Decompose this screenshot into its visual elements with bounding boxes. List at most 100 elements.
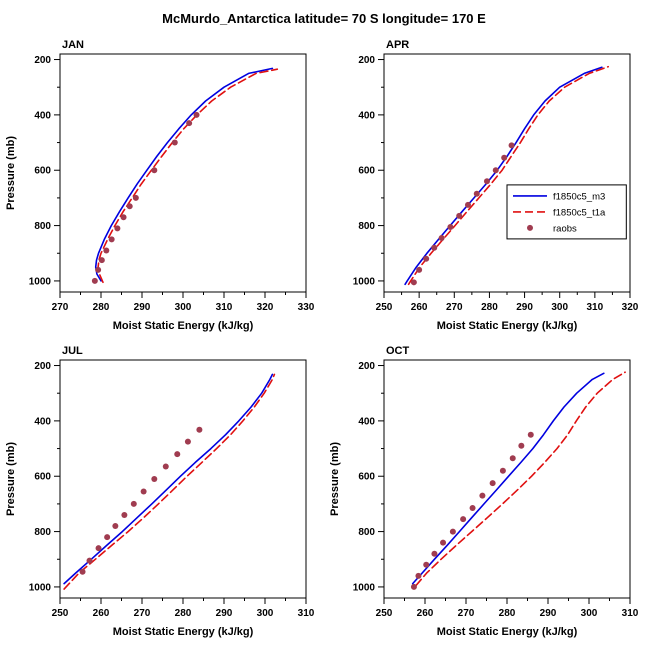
y-axis-tick-label: 1000 [29,276,52,287]
y-axis-title: Pressure (mb) [5,442,17,516]
legend-label-t1a: f1850c5_t1a [553,207,606,218]
panel-jan-plot: JAN 270 280 290 300 310 320 330 200 400 600 800 1000… [5,39,315,332]
x-axis-tick-label: 250 [376,302,393,313]
y-axis-tick-label: 400 [34,416,51,427]
panel-apr-plot: APR 250 260 270 280 290 300 310 320 200 400 600 800 1… [353,39,639,332]
x-axis-tick-label: 280 [481,302,498,313]
y-axis-tick-label: 200 [34,55,51,66]
y-axis-tick-label: 600 [358,472,375,483]
raobs-dot [460,516,467,523]
y-axis-tick-label: 600 [34,166,51,177]
panel-grid: JAN 270 280 290 300 310 320 330 200 400 600 800 1000… [0,34,648,646]
raobs-dot [120,214,127,221]
raobs-dot [464,201,471,208]
y-axis-tick-label: 400 [34,110,51,121]
x-axis-tick-label: 270 [458,608,475,619]
series-t1a-line [415,371,626,587]
x-axis-tick-label: 270 [134,608,151,619]
raobs-dot [431,244,438,251]
raobs-dot [98,257,105,264]
raobs-dot [95,545,102,552]
x-axis-title: Moist Static Energy (kJ/kg) [437,626,578,638]
series-m3-line [94,67,274,282]
panel-oct: OCT 250 260 270 280 290 300 310 200 400 600 800 1000… [324,340,648,646]
x-axis-tick-label: 250 [376,608,393,619]
x-axis-tick-label: 290 [516,302,533,313]
y-axis-title: Pressure (mb) [329,442,341,516]
raobs-dot [440,539,447,546]
raobs-dot [423,561,430,568]
legend-sample-raobs [527,224,533,231]
y-axis-tick-label: 1000 [353,276,376,287]
raobs-dot [193,111,200,118]
figure-title: McMurdo_Antarctica latitude= 70 S longit… [162,11,486,26]
panel-label: JAN [62,39,84,51]
raobs-dot [438,235,445,242]
panel-jul-plot: JUL 250 260 270 280 290 300 310 200 400 600 800 1000… [5,345,315,638]
x-axis-tick-label: 290 [540,608,557,619]
plot-box [383,53,631,293]
raobs-dot [196,426,203,433]
series-m3-line [63,373,274,585]
x-axis-tick-label: 330 [298,302,315,313]
x-axis-tick-label: 320 [622,302,639,313]
raobs-dot [456,212,463,219]
x-axis-tick-label: 280 [93,302,110,313]
raobs-dot [108,236,115,243]
y-axis-tick-label: 800 [358,221,375,232]
raobs-dot [104,534,111,541]
raobs-dot [489,480,496,487]
x-axis-tick-label: 280 [499,608,516,619]
raobs-dot [114,225,121,232]
y-axis-tick-label: 200 [358,55,375,66]
raobs-dot [410,279,417,286]
raobs-dot [447,223,454,230]
raobs-dot [130,500,137,507]
series-t1a-line [407,65,609,286]
raobs-dot [103,247,110,254]
raobs-dot [174,451,181,458]
raobs-dot [186,120,193,127]
panel-label: APR [386,39,409,51]
x-axis-tick-label: 260 [93,608,110,619]
x-axis-tick-label: 310 [298,608,315,619]
raobs-dot [492,167,499,174]
raobs-dot [479,492,486,499]
y-axis-tick-label: 800 [34,527,51,538]
raobs-dot [423,255,430,262]
raobs-dot [151,476,158,482]
x-axis-tick-label: 290 [216,608,233,619]
y-axis-tick-label: 200 [358,361,375,372]
raobs-dot [171,139,178,146]
panel-apr: APR 250 260 270 280 290 300 310 320 200 400 600 800 1… [324,34,648,340]
x-axis-tick-label: 300 [257,608,274,619]
raobs-dot [473,190,480,197]
raobs-dot [112,523,119,530]
y-axis-tick-label: 600 [34,472,51,483]
x-axis-tick-label: 300 [551,302,568,313]
series-m3-line [404,66,603,286]
plot-box [59,359,307,599]
raobs-dot [518,442,525,449]
x-axis-tick-label: 310 [587,302,604,313]
y-axis-tick-label: 200 [34,361,51,372]
x-axis-tick-label: 270 [446,302,463,313]
raobs-dot [140,488,147,495]
y-axis-tick-label: 800 [358,527,375,538]
y-axis-tick-label: 1000 [29,582,52,593]
x-axis-tick-label: 300 [581,608,598,619]
raobs-dot [126,203,133,210]
raobs-dot [79,568,86,575]
raobs-dot [162,463,169,470]
x-axis-tick-label: 320 [257,302,274,313]
raobs-dot [95,266,102,273]
panel-jul: JUL 250 260 270 280 290 300 310 200 400 600 800 1000… [0,340,324,646]
panel-label: OCT [386,345,410,357]
x-axis-tick-label: 310 [622,608,639,619]
y-axis-tick-label: 600 [358,166,375,177]
panel-label: JUL [62,345,83,357]
raobs-dot [483,178,490,185]
panel-jan: JAN 270 280 290 300 310 320 330 200 400 600 800 1000… [0,34,324,340]
raobs-dot [449,528,456,535]
